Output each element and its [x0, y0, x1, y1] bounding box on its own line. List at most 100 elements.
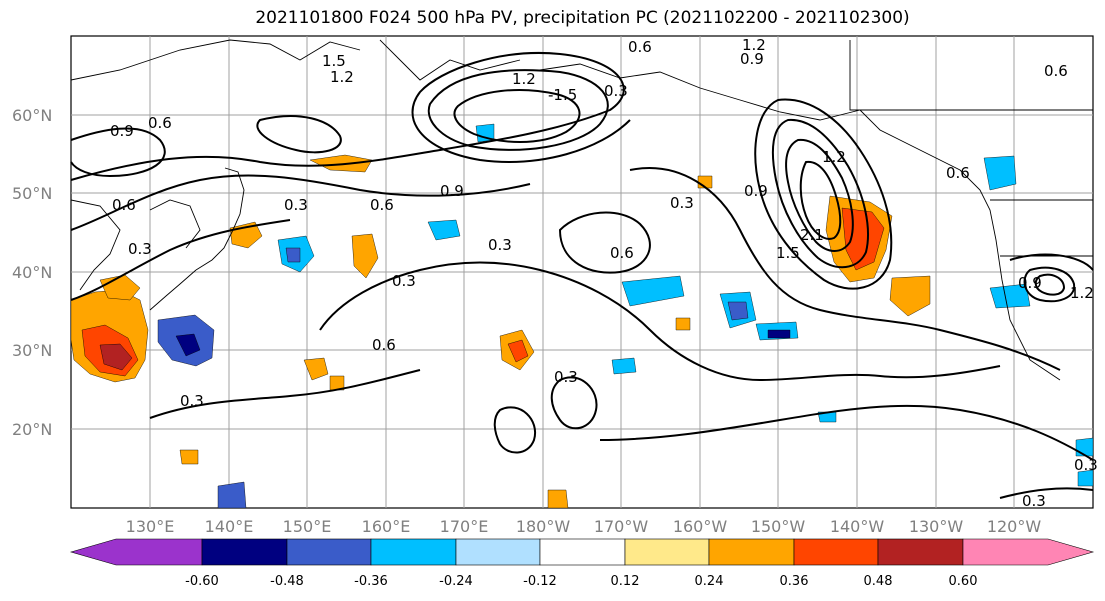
contour-label: 0.6 — [370, 196, 394, 214]
contour-label: 1.2 — [822, 148, 846, 166]
contour-label: 0.6 — [610, 244, 634, 262]
contour-label: 0.9 — [744, 182, 768, 200]
pv-contour — [754, 98, 893, 290]
pv-contour — [70, 219, 291, 301]
colorbar-label: -0.12 — [523, 574, 557, 589]
precip-area-s6 — [329, 375, 345, 391]
precip-area-s4 — [675, 317, 691, 331]
pv-contour — [799, 160, 842, 240]
precip-area-s3 — [179, 449, 199, 465]
pv-contour — [771, 118, 869, 269]
pv-contour — [70, 174, 531, 231]
pv-contour — [319, 261, 1001, 382]
colorbar-label: 0.60 — [949, 574, 978, 589]
pv-contour — [1034, 273, 1066, 296]
colorbar-label: -0.48 — [270, 574, 304, 589]
lon-label: 150°W — [751, 517, 806, 536]
contour-label: 0.3 — [670, 194, 694, 212]
lon-label: 140°W — [830, 517, 885, 536]
contour-label: 0.6 — [1044, 62, 1068, 80]
lon-label: 160°E — [362, 517, 411, 536]
contour-label: 0.9 — [440, 182, 464, 200]
colorbar-label: -0.60 — [185, 574, 219, 589]
precip-area-neg-6 — [983, 155, 1017, 191]
contour-label: 0.6 — [628, 38, 652, 56]
contour-label: 0.3 — [554, 368, 578, 386]
contour-label: 1.2 — [330, 68, 354, 86]
contour-label: 2.1 — [800, 226, 824, 244]
lat-label: 30°N — [12, 341, 52, 360]
precip-area-neg-1-core — [285, 247, 301, 263]
contour-labels: 1.5 1.2 0.6 1.2 0.9 1.2 -1.5 0.9 0.6 0.6… — [110, 36, 1098, 510]
colorbar-segment — [286, 538, 372, 566]
pv-contour — [629, 167, 1061, 371]
lon-label: 120°W — [987, 517, 1042, 536]
colorbar-label: 0.36 — [780, 574, 809, 589]
lon-labels: 130°E 140°E 150°E 160°E 170°E 180°W 170°… — [126, 517, 1042, 536]
contour-label: 1.2 — [742, 36, 766, 54]
colorbar-label: -0.36 — [354, 574, 388, 589]
pv-contour — [427, 69, 609, 151]
contour-label: 0.3 — [284, 196, 308, 214]
lon-label: 130°W — [909, 517, 964, 536]
pv-contour — [558, 211, 651, 274]
colorbar — [69, 538, 1095, 566]
colorbar-segment — [69, 538, 203, 566]
contour-label: 0.9 — [1018, 274, 1042, 292]
precip-area-s2 — [547, 489, 569, 509]
contour-label: 0.6 — [148, 114, 172, 132]
colorbar-segment — [793, 538, 879, 566]
contour-label: 0.3 — [128, 240, 152, 258]
colorbar-segment — [624, 538, 710, 566]
lat-label: 60°N — [12, 106, 52, 125]
lon-label: 150°E — [283, 517, 332, 536]
contour-label: 1.2 — [512, 70, 536, 88]
colorbar-segment — [539, 538, 626, 566]
pv-contours — [70, 52, 1094, 499]
contour-label: 0.9 — [740, 50, 764, 68]
precip-area-neg-japan-core — [175, 333, 201, 357]
lon-label: 170°W — [594, 517, 649, 536]
colorbar-label: 0.48 — [864, 574, 893, 589]
pv-contour — [70, 52, 631, 181]
contour-label: 0.3 — [1022, 492, 1046, 510]
colorbar-label: 0.24 — [695, 574, 724, 589]
pv-contour — [453, 89, 581, 143]
pv-contour — [70, 127, 166, 178]
pv-contour — [1009, 253, 1094, 271]
precip-area-neg-12 — [1075, 437, 1094, 457]
contour-label: 1.2 — [1070, 284, 1094, 302]
precip-area-neg-13 — [1077, 469, 1094, 487]
precip-area-neg-3 — [621, 275, 685, 307]
contour-label: 0.6 — [372, 336, 396, 354]
colorbar-segment — [877, 538, 964, 566]
contour-label: 0.6 — [112, 196, 136, 214]
precip-area-japan-south-max — [99, 343, 133, 371]
precip-area-neg-10 — [611, 357, 637, 375]
colorbar-segment — [201, 538, 288, 566]
lat-label: 20°N — [12, 420, 52, 439]
contour-label: 0.6 — [946, 164, 970, 182]
pv-contour — [999, 487, 1094, 499]
precip-area-s1 — [303, 357, 329, 381]
lon-label: 160°W — [673, 517, 728, 536]
precip-area-neg-7 — [989, 283, 1031, 309]
pv-contour — [599, 404, 1094, 461]
contour-label: 0.9 — [110, 122, 134, 140]
colorbar-segment — [370, 538, 457, 566]
contour-label: 0.3 — [604, 82, 628, 100]
contour-label: 1.5 — [776, 244, 800, 262]
precip-negative-areas — [157, 123, 1094, 509]
pv-contour — [493, 406, 537, 454]
colorbar-segment — [962, 538, 1095, 566]
contour-label: 0.3 — [180, 392, 204, 410]
lat-label: 50°N — [12, 184, 52, 203]
precip-area-neg-5-core — [767, 329, 791, 339]
contour-label: -1.5 — [548, 86, 577, 104]
map-title: 2021101800 F024 500 hPa PV, precipitatio… — [255, 8, 910, 28]
colorbar-label: 0.12 — [611, 574, 640, 589]
pv-contour — [256, 115, 342, 154]
pv-contour — [550, 376, 598, 430]
contour-label: 1.5 — [322, 52, 346, 70]
